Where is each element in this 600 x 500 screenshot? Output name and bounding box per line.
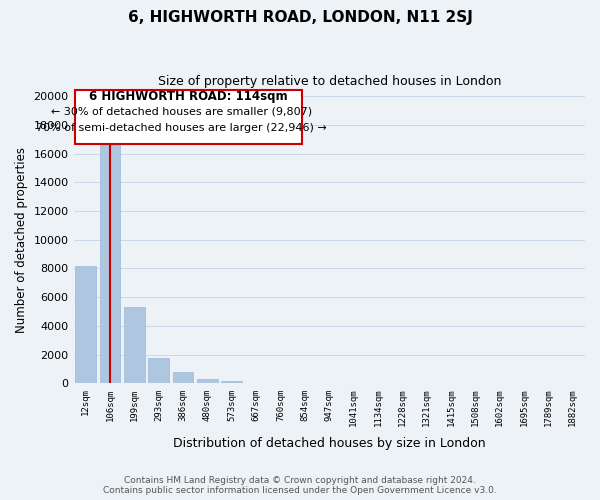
- Text: 6, HIGHWORTH ROAD, LONDON, N11 2SJ: 6, HIGHWORTH ROAD, LONDON, N11 2SJ: [128, 10, 472, 25]
- X-axis label: Distribution of detached houses by size in London: Distribution of detached houses by size …: [173, 437, 485, 450]
- Bar: [76, 266, 96, 384]
- Text: 6 HIGHWORTH ROAD: 114sqm: 6 HIGHWORTH ROAD: 114sqm: [89, 90, 288, 102]
- Bar: [221, 381, 242, 384]
- Bar: [197, 380, 218, 384]
- Text: Contains HM Land Registry data © Crown copyright and database right 2024.
Contai: Contains HM Land Registry data © Crown c…: [103, 476, 497, 495]
- Y-axis label: Number of detached properties: Number of detached properties: [15, 147, 28, 333]
- Bar: [148, 358, 169, 384]
- FancyBboxPatch shape: [75, 90, 302, 144]
- Bar: [173, 372, 193, 384]
- Title: Size of property relative to detached houses in London: Size of property relative to detached ho…: [158, 75, 501, 88]
- Text: ← 30% of detached houses are smaller (9,807): ← 30% of detached houses are smaller (9,…: [51, 107, 312, 117]
- Bar: [100, 145, 121, 384]
- Text: 70% of semi-detached houses are larger (22,946) →: 70% of semi-detached houses are larger (…: [36, 124, 326, 134]
- Bar: [124, 308, 145, 384]
